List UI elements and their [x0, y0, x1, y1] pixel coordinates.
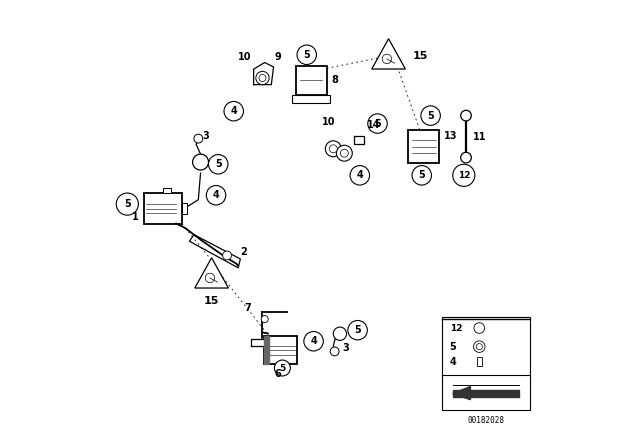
Circle shape: [350, 166, 369, 185]
Circle shape: [206, 185, 226, 205]
Text: 5: 5: [124, 199, 131, 209]
Text: 5: 5: [215, 159, 221, 169]
Polygon shape: [372, 39, 405, 69]
Bar: [442, 317, 530, 410]
Bar: [292, 95, 330, 103]
Circle shape: [452, 164, 475, 186]
Circle shape: [304, 332, 323, 351]
Text: 3: 3: [342, 343, 349, 353]
Circle shape: [330, 347, 339, 356]
Circle shape: [476, 344, 483, 350]
Text: 5: 5: [450, 342, 456, 352]
Text: 11: 11: [473, 132, 486, 142]
Text: 5: 5: [428, 111, 434, 121]
Circle shape: [330, 145, 337, 153]
Text: 15: 15: [204, 297, 220, 306]
Text: 4: 4: [450, 357, 456, 366]
Bar: [144, 194, 182, 224]
Text: 3: 3: [203, 130, 209, 141]
Circle shape: [461, 152, 471, 163]
Circle shape: [223, 251, 232, 260]
Circle shape: [333, 327, 346, 340]
Text: 4: 4: [212, 190, 220, 200]
Text: 13: 13: [444, 130, 458, 141]
Text: 9: 9: [275, 52, 282, 62]
Text: 4: 4: [230, 106, 237, 116]
Text: 5: 5: [303, 50, 310, 60]
Polygon shape: [452, 387, 470, 400]
Bar: [182, 203, 188, 214]
Circle shape: [382, 54, 392, 64]
Circle shape: [348, 320, 367, 340]
Polygon shape: [195, 258, 228, 288]
Text: 14: 14: [367, 121, 380, 130]
Text: 10: 10: [322, 117, 335, 127]
Polygon shape: [264, 336, 269, 365]
Text: 5: 5: [354, 325, 361, 335]
Text: 1: 1: [132, 212, 139, 222]
Circle shape: [194, 134, 203, 143]
Circle shape: [224, 101, 243, 121]
Polygon shape: [452, 391, 519, 396]
Circle shape: [193, 154, 209, 170]
Text: 5: 5: [279, 363, 285, 373]
Circle shape: [209, 155, 228, 174]
Bar: [408, 130, 440, 163]
Circle shape: [325, 141, 341, 157]
Text: 6: 6: [275, 369, 282, 379]
Text: 5: 5: [374, 119, 381, 129]
Circle shape: [116, 193, 138, 215]
Text: 4: 4: [356, 170, 363, 181]
Circle shape: [297, 45, 316, 65]
Circle shape: [259, 74, 266, 82]
Circle shape: [337, 145, 352, 161]
Circle shape: [474, 341, 485, 353]
Circle shape: [461, 110, 471, 121]
Polygon shape: [253, 63, 273, 85]
Text: 12: 12: [450, 323, 462, 332]
Text: 15: 15: [413, 51, 428, 61]
Bar: [296, 66, 326, 95]
Polygon shape: [354, 135, 364, 144]
Circle shape: [412, 166, 431, 185]
Text: 12: 12: [458, 171, 470, 180]
Text: 5: 5: [419, 170, 425, 181]
Polygon shape: [252, 339, 265, 346]
Bar: [163, 188, 172, 193]
Text: 7: 7: [244, 303, 252, 313]
Circle shape: [474, 323, 484, 333]
Text: 00182028: 00182028: [467, 416, 504, 426]
Circle shape: [421, 106, 440, 125]
Circle shape: [275, 360, 291, 376]
Bar: [477, 357, 482, 366]
Text: 10: 10: [238, 52, 252, 62]
Text: 2: 2: [241, 247, 247, 257]
Circle shape: [368, 114, 387, 134]
Circle shape: [340, 149, 348, 157]
Text: 8: 8: [331, 75, 338, 85]
Bar: [264, 336, 297, 365]
Circle shape: [256, 71, 269, 85]
Circle shape: [205, 273, 214, 283]
Polygon shape: [189, 235, 241, 268]
Circle shape: [261, 315, 268, 323]
Text: 4: 4: [310, 336, 317, 346]
